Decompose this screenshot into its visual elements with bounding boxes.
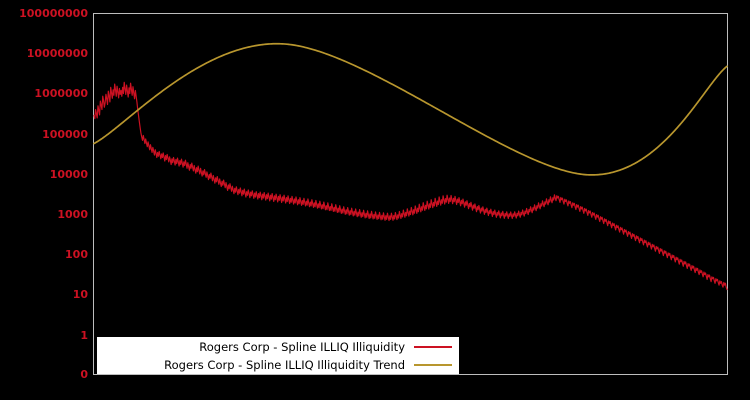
plot-area: [93, 13, 728, 375]
illiquidity-series-line: [93, 81, 728, 291]
series-group: [93, 42, 728, 291]
chart-legend[interactable]: Rogers Corp - Spline ILLIQ Illiquidity R…: [97, 337, 459, 374]
y-axis-tick-labels: 100000000 10000000 1000000 100000 10000 1000 1…: [0, 0, 88, 400]
y-axis-tick-label: 1000000: [34, 87, 88, 101]
line-swatch-icon: [414, 364, 452, 366]
line-swatch-icon: [414, 346, 452, 348]
y-axis-tick-label: 10000: [49, 167, 88, 181]
y-axis-tick-label: 10000000: [26, 47, 88, 61]
y-axis-tick-label: 10: [72, 288, 88, 302]
y-axis-tick-label: 1000: [57, 208, 88, 221]
y-axis-tick-label: 1: [80, 328, 88, 342]
y-axis-tick-label: 100: [65, 248, 88, 262]
y-axis-tick-label: 100000000: [19, 7, 88, 20]
y-axis-tick-label: 0: [80, 367, 88, 381]
legend-item-trend[interactable]: Rogers Corp - Spline ILLIQ Illiquidity T…: [98, 356, 458, 374]
legend-label-trend: Rogers Corp - Spline ILLIQ Illiquidity T…: [164, 358, 405, 372]
y-axis-tick-label: 100000: [42, 127, 88, 141]
legend-item-series[interactable]: Rogers Corp - Spline ILLIQ Illiquidity: [98, 338, 458, 356]
legend-label-series: Rogers Corp - Spline ILLIQ Illiquidity: [199, 340, 405, 354]
illiquidity-trend-line: [93, 42, 728, 176]
